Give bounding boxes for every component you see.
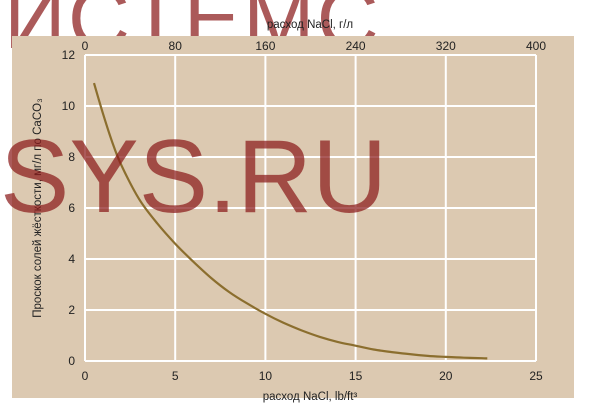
x2-tick-label: 0	[82, 39, 89, 53]
x2-tick-labels: 0 80 160 240 320 400	[82, 39, 547, 53]
x2-tick-label: 240	[346, 39, 366, 53]
y-tick-label: 6	[68, 201, 75, 215]
y-tick-label: 0	[68, 354, 75, 368]
y-tick-label: 10	[62, 99, 76, 113]
x-tick-label: 0	[82, 369, 89, 383]
watermark-line2: SYS.RU	[0, 119, 387, 235]
y-tick-label: 4	[68, 252, 75, 266]
x2-tick-label: 400	[526, 39, 546, 53]
chart-background	[12, 36, 574, 398]
x2-tick-label: 160	[255, 39, 275, 53]
x-tick-labels: 0 5 10 15 20 25	[82, 369, 543, 383]
y-tick-label: 2	[68, 303, 75, 317]
x-tick-label: 20	[439, 369, 453, 383]
x2-tick-label: 80	[169, 39, 183, 53]
series-group	[92, 82, 488, 360]
x-tick-label: 5	[172, 369, 179, 383]
x-tick-label: 25	[529, 369, 543, 383]
grid	[84, 54, 537, 362]
y-tick-label: 12	[62, 48, 76, 62]
x-tick-label: 10	[259, 369, 273, 383]
x2-tick-label: 320	[436, 39, 456, 53]
y-tick-label: 8	[68, 150, 75, 164]
y-axis-title: Проскок солей жёсткости, мг/л по CaCO₃	[32, 98, 44, 318]
x2-axis-title: расход NaCl, г/л	[267, 19, 353, 31]
y-tick-labels: 0 2 4 6 8 10 12	[62, 48, 76, 368]
series-line	[92, 82, 488, 360]
x-axis-title: расход NaCl, lb/ft³	[263, 391, 358, 403]
x-tick-label: 15	[349, 369, 363, 383]
